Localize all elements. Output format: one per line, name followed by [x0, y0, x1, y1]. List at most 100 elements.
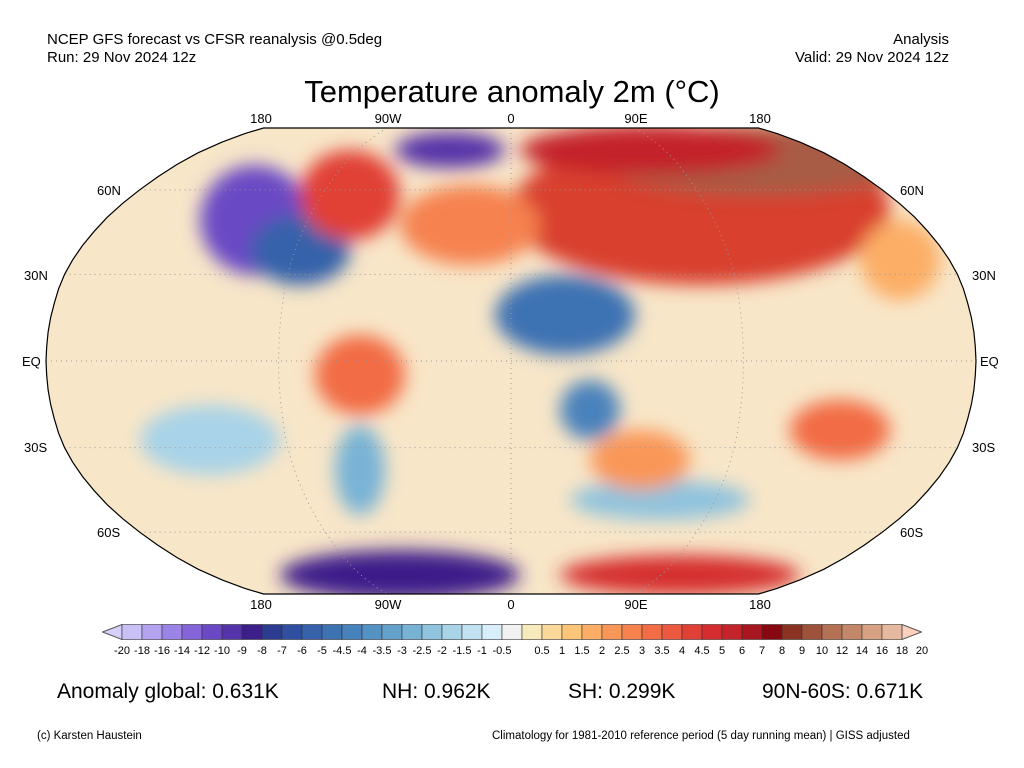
- lat-label: 60N: [97, 183, 121, 198]
- colorbar-bin: [881, 624, 903, 640]
- lon-label: 180: [749, 597, 771, 612]
- colorbar-tick-label: -1: [477, 645, 487, 657]
- colorbar-bin: [121, 624, 143, 640]
- colorbar-tick-label: -3: [397, 645, 407, 657]
- colorbar-tick-label: 18: [895, 645, 909, 657]
- colorbar-tick-label: 4: [678, 645, 686, 657]
- colorbar-tick-label: -4.5: [332, 645, 352, 657]
- lat-label: 60S: [97, 525, 121, 540]
- colorbar-tick-label: -2: [437, 645, 447, 657]
- colorbar-bin: [301, 624, 323, 640]
- map-field: [46, 128, 976, 594]
- colorbar-tick-label: 8: [778, 645, 786, 657]
- credit: (c) Karsten Haustein: [37, 730, 142, 742]
- colorbar-tick-label: -0.5: [492, 645, 512, 657]
- colorbar-bin: [781, 624, 803, 640]
- colorbar-bin: [601, 624, 623, 640]
- colorbar-tick-label: -2.5: [412, 645, 432, 657]
- lon-label: 180: [749, 111, 771, 126]
- lat-label: 30S: [972, 440, 996, 455]
- colorbar-tick-label: -9: [237, 645, 247, 657]
- colorbar-bin: [341, 624, 363, 640]
- colorbar-tick-label: 4.5: [694, 645, 710, 657]
- sh-anomaly: SH: 0.299K: [568, 680, 676, 703]
- map-title: Temperature anomaly 2m (°C): [304, 74, 720, 109]
- lat-label: 60N: [900, 183, 924, 198]
- colorbar-bin: [281, 624, 303, 640]
- lat-label: EQ: [980, 354, 999, 369]
- lon-label: 180: [250, 597, 272, 612]
- colorbar-tick-label: -4: [357, 645, 367, 657]
- colorbar-tick-label: -1.5: [452, 645, 472, 657]
- colorbar-tick-label: 1.5: [574, 645, 590, 657]
- lon-label: 180: [250, 111, 272, 126]
- valid-label: Valid: 29 Nov 2024 12z: [795, 49, 949, 66]
- colorbar-tick-label: -6: [297, 645, 307, 657]
- colorbar-bin: [501, 624, 523, 640]
- colorbar-tick-label: 2.5: [614, 645, 630, 657]
- colorbar-bin: [701, 624, 723, 640]
- lat-label: 60S: [900, 525, 924, 540]
- colorbar-tick-label: -14: [174, 645, 190, 657]
- climatology-note: Climatology for 1981-2010 reference peri…: [492, 730, 910, 742]
- lon-label: 90E: [624, 597, 648, 612]
- colorbar-bin: [821, 624, 843, 640]
- lon-label: 0: [507, 597, 515, 612]
- colorbar-bin: [621, 624, 643, 640]
- colorbar-tick-label: 0.5: [534, 645, 550, 657]
- colorbar-bin: [661, 624, 683, 640]
- colorbar-tick-label: -16: [154, 645, 170, 657]
- colorbar-bin: [481, 624, 503, 640]
- colorbar-bin: [321, 624, 343, 640]
- colorbar-tick-label: -12: [194, 645, 210, 657]
- colorbar-tick-label: 5: [718, 645, 726, 657]
- colorbar-tick-label: 3.5: [654, 645, 670, 657]
- colorbar-bin: [541, 624, 563, 640]
- colorbar-tick-label: 10: [815, 645, 829, 657]
- colorbar-bin: [861, 624, 883, 640]
- colorbar-tick-label: 6: [738, 645, 746, 657]
- lon-label: 90E: [624, 111, 648, 126]
- lat-label: 30N: [24, 268, 48, 283]
- colorbar-low-extend: [101, 623, 123, 641]
- colorbar-tick-label: 20: [915, 645, 929, 657]
- colorbar-bin: [681, 624, 703, 640]
- arctic-anomaly: 90N-60S: 0.671K: [762, 680, 924, 703]
- source-label: NCEP GFS forecast vs CFSR reanalysis @0.…: [47, 31, 383, 48]
- colorbar-tick-label: 9: [798, 645, 806, 657]
- colorbar-tick-label: 7: [758, 645, 766, 657]
- colorbar-bin: [841, 624, 863, 640]
- colorbar-tick-label: 3: [638, 645, 646, 657]
- colorbar-bin: [401, 624, 423, 640]
- colorbar-bin: [721, 624, 743, 640]
- colorbar-bin: [361, 624, 383, 640]
- colorbar-bin: [381, 624, 403, 640]
- colorbar-tick-label: 14: [855, 645, 869, 657]
- colorbar-bin: [201, 624, 223, 640]
- colorbar-tick-label: -18: [134, 645, 150, 657]
- lon-label: 90W: [374, 597, 402, 612]
- colorbar-bin: [161, 624, 183, 640]
- colorbar-bin: [461, 624, 483, 640]
- lat-label: 30S: [24, 440, 48, 455]
- map-outline: [45, 127, 977, 595]
- colorbar-bin: [801, 624, 823, 640]
- colorbar: [101, 623, 923, 641]
- colorbar-bin: [141, 624, 163, 640]
- colorbar-bin: [421, 624, 443, 640]
- colorbar-bin: [441, 624, 463, 640]
- global-anomaly: Anomaly global: 0.631K: [57, 680, 279, 703]
- run-label: Run: 29 Nov 2024 12z: [47, 49, 197, 66]
- lat-label: EQ: [22, 354, 41, 369]
- colorbar-bin: [181, 624, 203, 640]
- colorbar-tick-label: -7: [277, 645, 287, 657]
- colorbar-bin: [641, 624, 663, 640]
- colorbar-bin: [521, 624, 543, 640]
- colorbar-svg: [101, 623, 923, 641]
- colorbar-bin: [581, 624, 603, 640]
- colorbar-bin: [561, 624, 583, 640]
- lon-label: 90W: [374, 111, 402, 126]
- colorbar-bin: [741, 624, 763, 640]
